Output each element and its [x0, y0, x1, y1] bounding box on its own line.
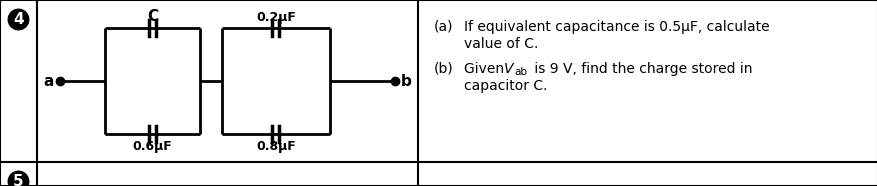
- Text: a: a: [44, 73, 54, 89]
- Text: 0.6μF: 0.6μF: [132, 140, 172, 153]
- Text: (b): (b): [433, 62, 453, 76]
- Text: Given: Given: [463, 62, 508, 76]
- Text: 4: 4: [13, 12, 24, 27]
- Text: ab: ab: [513, 67, 526, 77]
- Text: b: b: [401, 73, 411, 89]
- Text: 0.8μF: 0.8μF: [256, 140, 296, 153]
- Text: 0.2μF: 0.2μF: [256, 11, 296, 24]
- Text: C: C: [146, 9, 158, 24]
- Text: If equivalent capacitance is 0.5μF, calculate: If equivalent capacitance is 0.5μF, calc…: [463, 20, 769, 34]
- Text: (a): (a): [433, 20, 453, 34]
- Text: $V$: $V$: [503, 62, 515, 76]
- Text: capacitor C.: capacitor C.: [463, 79, 547, 93]
- Text: is 9 V, find the charge stored in: is 9 V, find the charge stored in: [530, 62, 752, 76]
- Text: value of C.: value of C.: [463, 37, 538, 51]
- Text: 5: 5: [13, 174, 24, 186]
